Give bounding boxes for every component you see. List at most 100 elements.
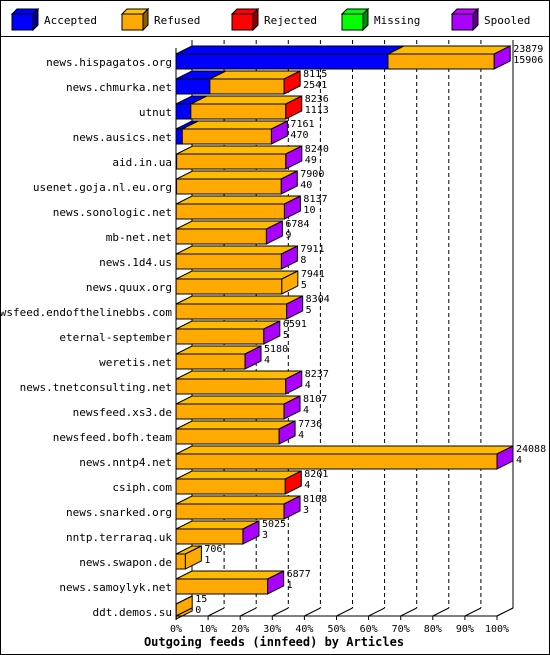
bar-end-refused	[175, 595, 193, 620]
accepted-value-label: 1	[204, 555, 210, 566]
x-tick-label: 90%	[456, 624, 474, 635]
category-label: eternal-september	[59, 331, 172, 344]
bar-end-refused	[184, 545, 202, 570]
offered-value-label: 8237	[305, 369, 329, 380]
bar-refused	[175, 395, 301, 420]
bar-refused-front	[175, 503, 285, 520]
bar-refused-front	[175, 528, 244, 545]
bar-refused	[175, 320, 281, 345]
legend-label-missing: Missing	[374, 14, 420, 27]
bar-refused-top	[175, 270, 299, 280]
bar-refused	[175, 495, 301, 520]
bar-refused	[387, 45, 511, 70]
x-tick-label: 100%	[485, 624, 509, 635]
bar-refused-front	[190, 103, 287, 120]
accepted-value-label: 5	[306, 305, 312, 316]
bar-end-spooled	[285, 145, 303, 170]
offered-value-label: 7736	[298, 419, 322, 430]
bar-row	[175, 95, 303, 120]
bar-end-spooled	[496, 445, 514, 470]
bar-row	[176, 145, 303, 170]
category-label: news.chmurka.net	[66, 81, 172, 94]
bar-refused-front	[175, 478, 286, 495]
bar-accepted	[175, 45, 405, 70]
accepted-value-label: 5	[283, 330, 289, 341]
bar-refused	[176, 170, 298, 195]
legend-swatch-side	[472, 7, 479, 32]
bar-refused-front	[175, 578, 269, 595]
bar-row	[175, 445, 514, 470]
offered-value-label: 5025	[262, 519, 286, 530]
bar-end-refused	[281, 270, 299, 295]
category-label: news.nntp4.net	[79, 456, 172, 469]
offered-value-label: 7161	[290, 119, 314, 130]
bar-refused-top	[175, 570, 284, 580]
bar-end-spooled	[280, 170, 298, 195]
bar-row	[175, 370, 303, 395]
offered-value-label: 6591	[283, 319, 307, 330]
bar-end-spooled	[286, 295, 304, 320]
bar-row	[176, 170, 298, 195]
legend-swatch-side	[32, 7, 39, 32]
bar-refused-top	[175, 395, 301, 405]
bar-refused-top	[175, 445, 514, 455]
bar-row	[175, 295, 304, 320]
bar-end-rejected	[284, 470, 302, 495]
bar-end-spooled	[493, 45, 511, 70]
legend-swatch-rejected	[231, 13, 254, 31]
accepted-value-label: 10	[303, 205, 315, 216]
accepted-value-label: 15906	[513, 55, 543, 66]
bar-refused-top	[175, 295, 303, 305]
accepted-value-label: 0	[195, 605, 201, 616]
x-tick	[464, 607, 482, 617]
bar-refused-top	[175, 470, 302, 480]
bar-refused-front	[175, 203, 285, 220]
bar-row	[175, 195, 301, 220]
chart-x-axis: 0% 10% 20% 30% 40% 50% 60% 70% 80% 90% 100%	[170, 607, 514, 635]
bar-refused-front	[387, 53, 495, 70]
x-tick-label: 0%	[170, 624, 182, 635]
legend-swatch-refused	[121, 13, 144, 31]
accepted-value-label: 9	[285, 230, 291, 241]
bar-refused	[175, 295, 303, 320]
bar-refused-front	[175, 453, 498, 470]
bar-refused-top	[175, 220, 283, 230]
offered-value-label: 8201	[304, 469, 328, 480]
legend-label-rejected: Rejected	[264, 14, 317, 27]
bar-end-spooled	[267, 570, 285, 595]
accepted-value-label: 4	[516, 455, 522, 466]
category-label: mb-net.net	[106, 231, 172, 244]
accepted-value-label: 1113	[305, 105, 329, 116]
x-tick-label: 50%	[327, 624, 345, 635]
bar-end-spooled	[278, 420, 296, 445]
bar-end-spooled	[285, 370, 303, 395]
bar-end-spooled	[244, 345, 262, 370]
x-tick	[400, 607, 417, 617]
accepted-value-label: 8	[300, 255, 306, 266]
category-label: news.tnetconsulting.net	[20, 381, 172, 394]
bar-refused-top	[175, 370, 302, 380]
bar-end-spooled	[263, 320, 281, 345]
bar-row	[175, 545, 202, 570]
x-tick-label: 30%	[263, 624, 281, 635]
bar-refused-top	[190, 95, 302, 105]
legend-label-refused: Refused	[154, 14, 200, 27]
bar-end-spooled	[270, 120, 288, 145]
bar-row	[175, 470, 302, 495]
bar-accepted-front	[175, 103, 192, 120]
accepted-value-label: 4	[264, 355, 270, 366]
bar-end-spooled	[265, 220, 283, 245]
bar-end-spooled	[283, 395, 301, 420]
legend-swatch-side	[362, 7, 369, 32]
bar-refused-front	[175, 278, 283, 295]
offered-value-label: 23879	[513, 44, 543, 55]
category-label: newsfeed.bofh.team	[53, 431, 173, 444]
category-label: usenet.goja.nl.eu.org	[33, 181, 172, 194]
x-tick	[304, 607, 321, 617]
bar-end-spooled	[283, 195, 301, 220]
bar-refused	[175, 220, 283, 245]
chart-legend: Accepted Refused Rejected Missing Spooled	[10, 7, 530, 32]
bar-end-rejected	[285, 95, 303, 120]
accepted-value-label: 470	[290, 130, 308, 141]
